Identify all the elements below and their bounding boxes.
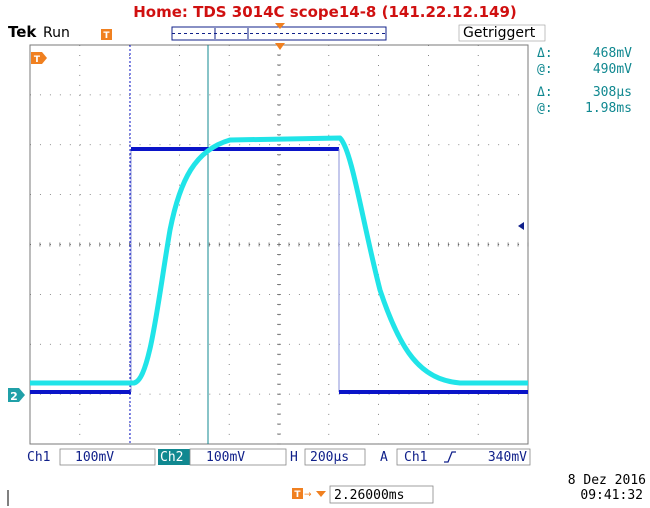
time-at-value: 1.98ms (585, 101, 632, 116)
ch2-trace (30, 135, 528, 386)
trigger-position-icon: T (101, 29, 112, 41)
timebase-value: 200µs (310, 450, 349, 465)
ch1-label[interactable]: Ch1 (27, 450, 50, 465)
time-delta-symbol: Δ: (537, 85, 553, 100)
ch1-scale: 100mV (75, 450, 114, 465)
ch2-scale: 100mV (206, 450, 245, 465)
trigger-point-marker-icon (275, 43, 285, 50)
volt-at-value: 490mV (593, 62, 632, 77)
volt-delta-symbol: Δ: (537, 46, 553, 61)
trigger-settings-box[interactable] (396, 448, 531, 466)
grid (29, 44, 529, 445)
run-state: Run (43, 25, 70, 41)
time-at-symbol: @: (537, 101, 553, 116)
trigger-position-box[interactable] (329, 485, 434, 504)
acquisition-label: A (380, 450, 388, 465)
trigger-source: Ch1 (404, 450, 427, 465)
ch1-trace (30, 147, 528, 394)
time-delta-value: 308µs (593, 85, 632, 100)
trigger-status-box (458, 24, 546, 42)
svg-text:T: T (294, 490, 301, 500)
ch1-scale-box[interactable] (59, 448, 156, 466)
svg-text:T: T (34, 55, 41, 65)
record-trigger-marker-icon (275, 23, 285, 29)
date: 8 Dez 2016 (568, 473, 646, 488)
window-title: Home: TDS 3014C scope14-8 (141.22.12.149… (133, 3, 517, 21)
trigger-position-readout-icon: T → (292, 488, 326, 500)
trigger-level: 340mV (488, 450, 527, 465)
brand-logo: Tek (8, 23, 37, 41)
ch2-label: Ch2 (160, 450, 183, 465)
ch2-scale-box[interactable] (189, 448, 287, 466)
svg-text:T: T (103, 31, 110, 41)
trigger-position: 2.26000ms (334, 488, 404, 503)
timebase-box[interactable] (304, 448, 366, 466)
trigger-level-arrow-icon (518, 222, 524, 230)
rising-edge-icon (444, 451, 456, 463)
svg-text:2: 2 (10, 390, 18, 403)
ch2-label-box[interactable] (158, 449, 190, 465)
svg-text:→: → (304, 490, 312, 500)
time: 09:41:32 (580, 488, 643, 503)
volt-at-symbol: @: (537, 62, 553, 77)
timebase-label: H (290, 450, 298, 465)
trigger-time-marker-icon: T (31, 52, 47, 65)
trigger-status: Getriggert (463, 25, 536, 41)
record-view-bar (171, 26, 387, 41)
volt-delta-value: 468mV (593, 46, 632, 61)
ch2-ground-marker: 2 (8, 388, 25, 403)
